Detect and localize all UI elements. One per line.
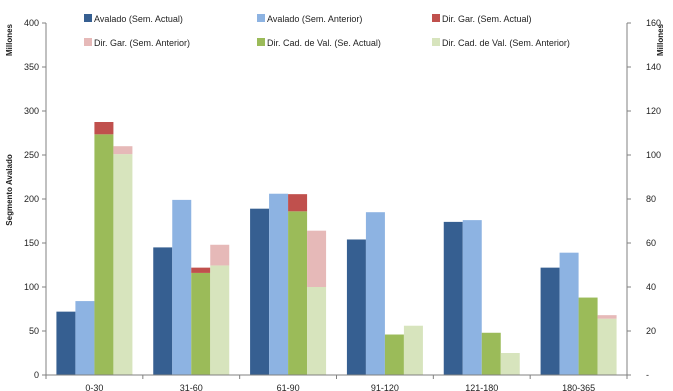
legend-label: Dir. Cad. de Val. (Se. Actual): [267, 38, 381, 48]
legend-label: Dir. Gar. (Sem. Actual): [442, 14, 532, 24]
category-label: 180-365: [562, 383, 595, 391]
legend-swatch: [84, 14, 92, 22]
legend-label: Avalado (Sem. Actual): [94, 14, 183, 24]
bar-avalado-sem-actual--0-30: [56, 311, 76, 375]
bar-avalado-sem-anterior--91-120: [365, 212, 385, 375]
bar-dir-cad-de-val-sem-anterior--91-120: [403, 325, 423, 375]
left-tick-label: 300: [24, 106, 39, 116]
bar-avalado-sem-anterior--0-30: [75, 301, 95, 375]
left-tick-label: 100: [24, 282, 39, 292]
right-tick-label: 40: [646, 282, 656, 292]
left-tick-label: 400: [24, 18, 39, 28]
right-tick-label: 160: [646, 18, 661, 28]
right-tick-label: 120: [646, 106, 661, 116]
right-tick-label: 100: [646, 150, 661, 160]
bar-avalado-sem-actual--91-120: [346, 239, 366, 375]
bar-dir-cad-de-val-sem-anterior--121-180: [500, 353, 520, 375]
bar-dir-cad-de-val-sem-anterior--0-30: [113, 154, 133, 375]
bar-dir-cad-de-val-sem-anterior--180-365: [597, 318, 617, 375]
category-label: 91-120: [371, 383, 399, 391]
category-label: 0-30: [85, 383, 103, 391]
category-label: 31-60: [180, 383, 203, 391]
bar-dir-gar-sem-anterior--0-30: [113, 146, 133, 155]
right-axis-ticks: - 20 40 60 80 100 120 140 160: [627, 18, 661, 380]
bar-dir-gar-sem-anterior--61-90: [307, 230, 327, 287]
left-axis-unit-label: Millones: [5, 23, 14, 56]
bar-dir-cad-de-val-se-actual--91-120: [384, 334, 404, 375]
left-tick-label: 0: [34, 370, 39, 380]
bar-dir-gar-sem-anterior--180-365: [597, 315, 617, 319]
right-tick-label: 80: [646, 194, 656, 204]
bar-avalado-sem-anterior--31-60: [172, 199, 192, 375]
legend-label: Dir. Gar. (Sem. Anterior): [94, 38, 190, 48]
bar-dir-gar-sem-anterior--31-60: [210, 244, 230, 266]
left-tick-label: 350: [24, 62, 39, 72]
left-tick-label: 200: [24, 194, 39, 204]
left-tick-label: 150: [24, 238, 39, 248]
bar-avalado-sem-anterior--180-365: [559, 252, 579, 375]
legend-swatch: [84, 38, 92, 46]
right-axis-unit-label: Millones: [656, 23, 665, 56]
legend-swatch: [257, 38, 265, 46]
left-axis-ticks: 0 50 100 150 200 250 300 350 400: [24, 18, 46, 380]
left-tick-label: 50: [29, 326, 39, 336]
bar-avalado-sem-anterior--121-180: [462, 220, 482, 375]
bar-dir-cad-de-val-se-actual--180-365: [578, 297, 598, 375]
bar-layer: [56, 122, 617, 375]
bar-dir-cad-de-val-sem-anterior--31-60: [210, 265, 230, 375]
right-tick-label: 60: [646, 238, 656, 248]
bar-dir-cad-de-val-se-actual--31-60: [191, 272, 211, 375]
legend-swatch: [432, 38, 440, 46]
category-labels: 0-30 31-60 61-90 91-120 121-180 180-365: [45, 375, 628, 391]
bar-dir-gar-sem-actual--0-30: [94, 122, 114, 135]
bar-avalado-sem-anterior--61-90: [269, 193, 289, 375]
left-tick-label: 250: [24, 150, 39, 160]
bar-avalado-sem-actual--121-180: [443, 221, 463, 375]
right-tick-label: 140: [646, 62, 661, 72]
bar-avalado-sem-actual--31-60: [153, 247, 173, 375]
bar-dir-cad-de-val-sem-anterior--61-90: [307, 287, 327, 375]
bar-dir-gar-sem-actual--31-60: [191, 267, 211, 273]
bar-dir-cad-de-val-se-actual--0-30: [94, 134, 114, 375]
right-tick-label: -: [646, 370, 649, 380]
bar-dir-cad-de-val-se-actual--61-90: [288, 211, 308, 375]
legend-swatch: [432, 14, 440, 22]
category-label: 61-90: [277, 383, 300, 391]
category-label: 121-180: [465, 383, 498, 391]
legend: Avalado (Sem. Actual) Avalado (Sem. Anter…: [84, 14, 570, 48]
bar-dir-cad-de-val-se-actual--121-180: [481, 332, 501, 375]
bar-avalado-sem-actual--180-365: [540, 267, 560, 375]
bar-avalado-sem-actual--61-90: [250, 208, 270, 375]
legend-label: Dir. Cad. de Val. (Sem. Anterior): [442, 38, 570, 48]
left-axis-title: Segmento Avalado: [5, 154, 14, 226]
legend-swatch: [257, 14, 265, 22]
legend-label: Avalado (Sem. Anterior): [267, 14, 362, 24]
bar-dir-gar-sem-actual--61-90: [288, 194, 308, 212]
right-tick-label: 20: [646, 326, 656, 336]
